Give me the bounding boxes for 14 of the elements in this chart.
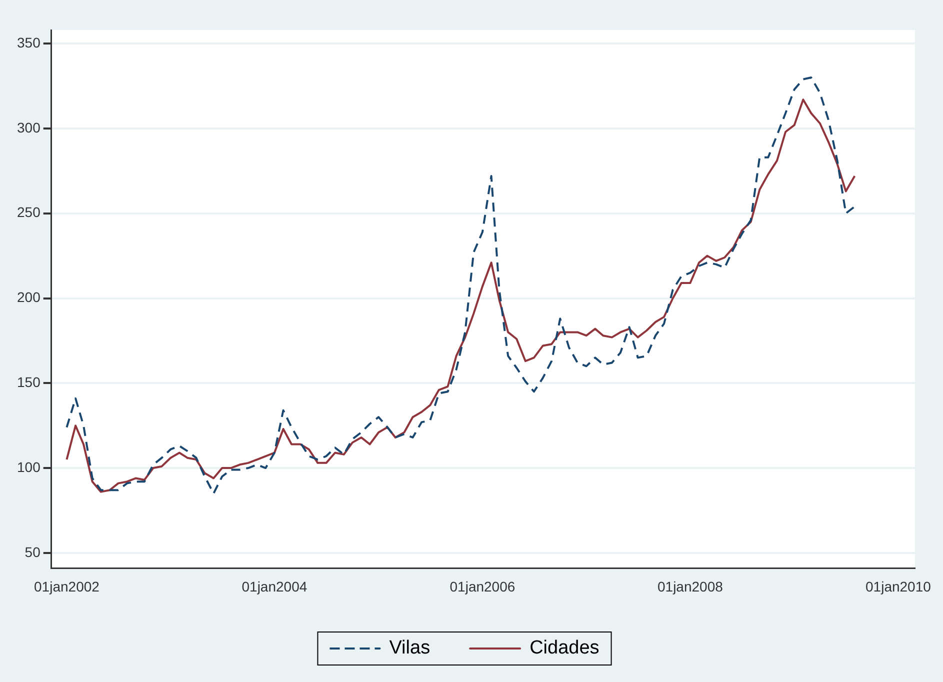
y-tick-label: 200 bbox=[17, 289, 41, 306]
x-tick-label: 01jan2008 bbox=[657, 578, 724, 594]
y-tick-label: 150 bbox=[17, 374, 41, 390]
y-tick-label: 100 bbox=[17, 458, 41, 475]
y-tick-label: 300 bbox=[17, 119, 41, 136]
x-tick-label: 01jan2002 bbox=[34, 578, 100, 594]
legend-label: Cidades bbox=[530, 638, 600, 659]
y-tick-label: 250 bbox=[17, 204, 41, 220]
y-tick-label: 350 bbox=[17, 34, 41, 50]
x-tick-label: 01jan2004 bbox=[242, 578, 308, 594]
legend-label: Vilas bbox=[389, 638, 430, 659]
y-tick-label: 50 bbox=[24, 544, 41, 560]
x-tick-label: 01jan2010 bbox=[866, 578, 932, 594]
x-tick-label: 01jan2006 bbox=[450, 578, 516, 594]
